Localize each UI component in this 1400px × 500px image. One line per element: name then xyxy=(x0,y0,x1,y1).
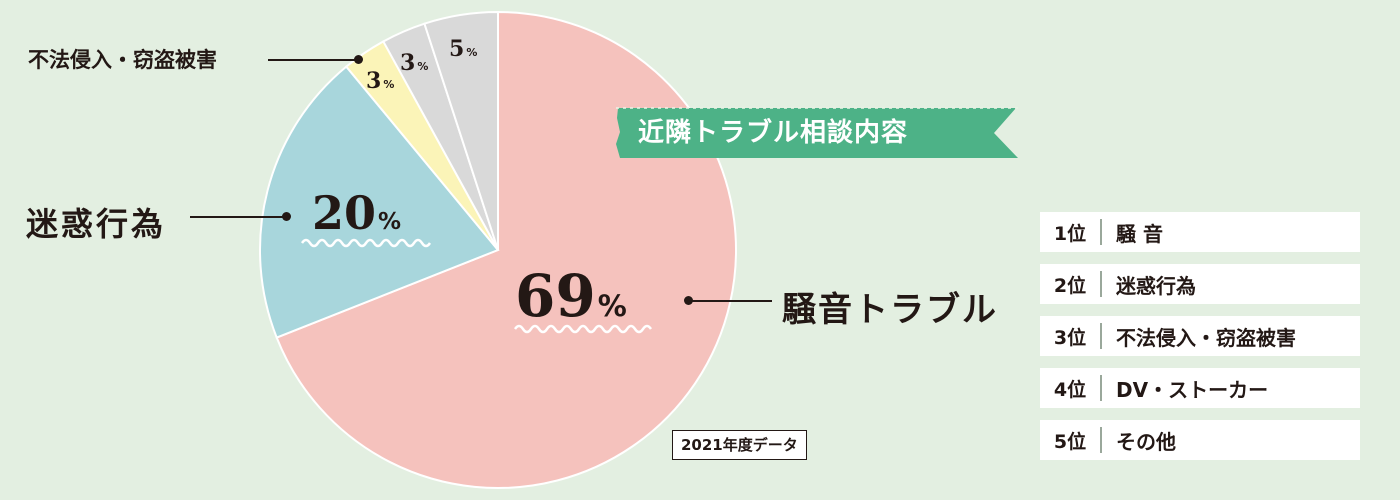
ranking-position: 1位 xyxy=(1053,222,1087,245)
ranking-row: 3位 不法侵入・窃盗被害 xyxy=(1040,316,1360,356)
pie-slice-other xyxy=(423,10,499,251)
squiggle-underline-nuisance xyxy=(300,238,432,248)
data-year-note: 2021年度データ xyxy=(672,430,807,460)
ranking-position: 2位 xyxy=(1053,274,1087,297)
ranking-separator xyxy=(1100,427,1102,453)
title-banner xyxy=(616,107,1018,158)
ranking-separator xyxy=(1100,323,1102,349)
pct-label-noise: 69% xyxy=(515,262,627,330)
ranking-separator xyxy=(1100,219,1102,245)
ranking-position: 3位 xyxy=(1053,326,1087,349)
leader-dot-intrusion xyxy=(354,55,363,64)
leader-dot-noise xyxy=(684,296,693,305)
chart-title: 近隣トラブル相談内容 xyxy=(638,118,909,148)
ranking-label: その他 xyxy=(1116,429,1176,454)
ranking-separator xyxy=(1100,271,1102,297)
pie-slice-nuisance xyxy=(259,65,500,339)
ranking-label: 騒 音 xyxy=(1116,221,1163,246)
ranking-row: 4位 DV・ストーカー xyxy=(1040,368,1360,408)
leader-line-nuisance xyxy=(190,216,286,218)
ranking-position: 5位 xyxy=(1053,430,1087,453)
ranking-row: 2位 迷惑行為 xyxy=(1040,264,1360,304)
leader-line-intrusion xyxy=(268,59,356,61)
leader-dot-nuisance xyxy=(282,212,291,221)
ranking-list: 1位 騒 音 2位 迷惑行為 3位 不法侵入・窃盗被害 4位 DV・ストーカー 5位 その他 xyxy=(1040,212,1360,472)
ranking-label: DV・ストーカー xyxy=(1116,377,1269,402)
callout-nuisance: 迷惑行為 xyxy=(26,205,167,243)
pct-label-other: 5% xyxy=(449,36,478,62)
callout-noise: 騒音トラブル xyxy=(782,290,998,330)
ranking-separator xyxy=(1100,375,1102,401)
squiggle-underline-noise xyxy=(513,324,653,334)
ranking-label: 不法侵入・窃盗被害 xyxy=(1116,325,1296,350)
pct-label-nuisance: 20% xyxy=(312,186,402,240)
ranking-label: 迷惑行為 xyxy=(1116,273,1196,298)
pct-label-intrusion: 3% xyxy=(366,68,395,94)
callout-intrusion: 不法侵入・窃盗被害 xyxy=(28,48,217,72)
ranking-row: 5位 その他 xyxy=(1040,420,1360,460)
leader-line-noise xyxy=(690,300,772,302)
pct-label-dv: 3% xyxy=(400,50,429,76)
ranking-row: 1位 騒 音 xyxy=(1040,212,1360,252)
ranking-position: 4位 xyxy=(1053,378,1087,401)
